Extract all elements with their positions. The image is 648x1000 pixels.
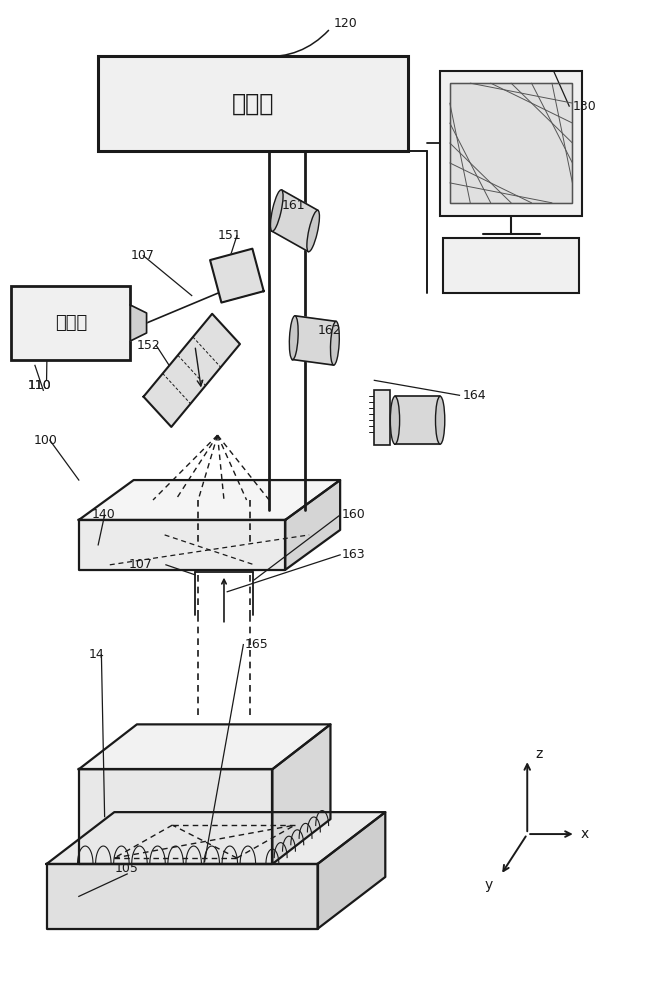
Text: 162: 162 bbox=[318, 324, 341, 337]
Text: 控制器: 控制器 bbox=[232, 92, 274, 116]
Ellipse shape bbox=[330, 321, 340, 365]
Polygon shape bbox=[79, 724, 330, 769]
Polygon shape bbox=[318, 812, 386, 929]
Polygon shape bbox=[47, 812, 386, 864]
Text: y: y bbox=[485, 878, 492, 892]
Text: x: x bbox=[581, 827, 589, 841]
Polygon shape bbox=[79, 520, 285, 570]
Polygon shape bbox=[395, 396, 440, 444]
Text: 163: 163 bbox=[341, 548, 365, 561]
Ellipse shape bbox=[390, 396, 400, 444]
Polygon shape bbox=[210, 249, 264, 303]
Text: 161: 161 bbox=[282, 199, 306, 212]
Polygon shape bbox=[285, 480, 340, 570]
Polygon shape bbox=[143, 314, 240, 427]
Polygon shape bbox=[47, 864, 318, 929]
Text: 120: 120 bbox=[334, 17, 358, 30]
Text: 110: 110 bbox=[27, 379, 51, 392]
Text: 105: 105 bbox=[114, 862, 138, 875]
FancyBboxPatch shape bbox=[11, 286, 130, 360]
Text: 165: 165 bbox=[245, 638, 268, 651]
Text: 107: 107 bbox=[130, 249, 154, 262]
FancyBboxPatch shape bbox=[440, 71, 582, 216]
Text: 140: 140 bbox=[92, 508, 115, 521]
Ellipse shape bbox=[435, 396, 445, 444]
Polygon shape bbox=[79, 480, 340, 520]
Text: z: z bbox=[535, 747, 542, 761]
Polygon shape bbox=[79, 769, 272, 864]
Polygon shape bbox=[272, 724, 330, 864]
Text: 164: 164 bbox=[463, 389, 487, 402]
FancyBboxPatch shape bbox=[443, 238, 579, 293]
Text: 14: 14 bbox=[89, 648, 104, 661]
Text: 激光器: 激光器 bbox=[54, 314, 87, 332]
FancyBboxPatch shape bbox=[375, 390, 391, 445]
Polygon shape bbox=[130, 305, 146, 341]
Text: 110: 110 bbox=[27, 379, 51, 392]
Polygon shape bbox=[292, 316, 336, 365]
Polygon shape bbox=[272, 190, 318, 252]
Text: 107: 107 bbox=[129, 558, 153, 571]
Ellipse shape bbox=[307, 210, 319, 252]
Text: 152: 152 bbox=[137, 339, 161, 352]
Text: 130: 130 bbox=[572, 100, 596, 113]
Text: 100: 100 bbox=[34, 434, 58, 447]
Ellipse shape bbox=[290, 316, 298, 360]
FancyBboxPatch shape bbox=[450, 83, 572, 203]
Ellipse shape bbox=[270, 190, 283, 231]
Text: 151: 151 bbox=[218, 229, 241, 242]
Text: 160: 160 bbox=[341, 508, 365, 521]
FancyBboxPatch shape bbox=[98, 56, 408, 151]
